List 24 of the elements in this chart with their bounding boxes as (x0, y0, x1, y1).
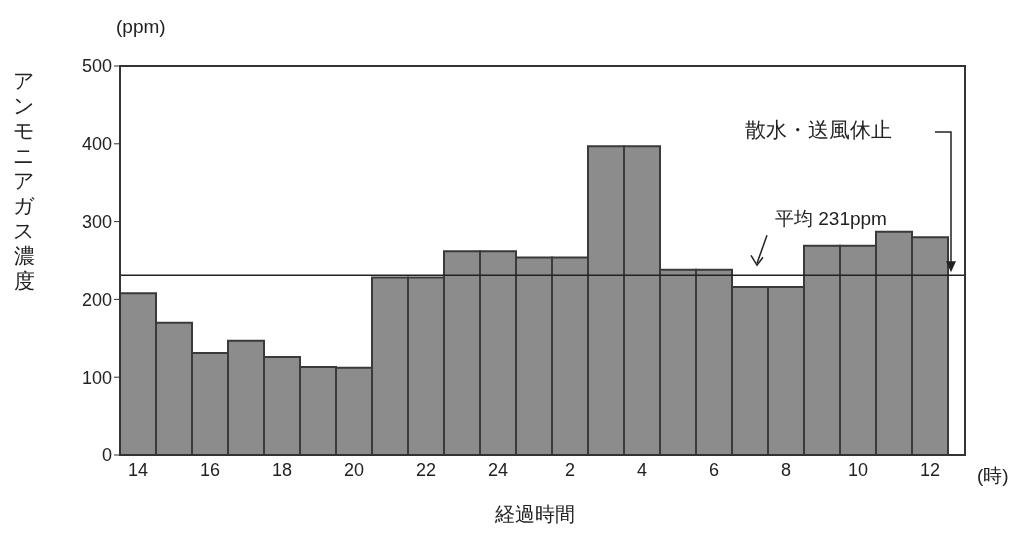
x-tick-label: 2 (564, 459, 576, 480)
x-tick-label: 12 (919, 459, 941, 480)
y-tick-label: 100 (81, 367, 112, 388)
x-tick-label: 8 (780, 459, 792, 480)
x-tick-label: 16 (199, 459, 221, 480)
text: (時) (977, 464, 1009, 488)
y-tick-label: 300 (81, 211, 112, 232)
x-axis-title: 経過時間 (493, 503, 575, 525)
x-tick-label: 24 (487, 459, 509, 480)
x-tick-label: 18 (271, 459, 293, 480)
x-tick-label: 6 (708, 459, 720, 480)
x-tick-label: 22 (415, 459, 437, 480)
y-tick-label: 0 (101, 445, 112, 466)
text: (ppm) (116, 16, 166, 38)
y-tick-label: 500 (81, 56, 112, 77)
annotation: 散水・送風休止 (745, 117, 892, 143)
ref-line-label: 平均 231ppm (775, 208, 887, 230)
y-tick-label: 200 (81, 289, 112, 310)
x-tick-label: 10 (847, 459, 869, 480)
x-tick-label: 4 (636, 459, 648, 480)
y-tick-label: 400 (81, 134, 112, 155)
x-tick-label: 14 (127, 459, 149, 480)
text: アンモニアガス濃度 (13, 69, 35, 292)
x-tick-label: 20 (343, 459, 365, 480)
